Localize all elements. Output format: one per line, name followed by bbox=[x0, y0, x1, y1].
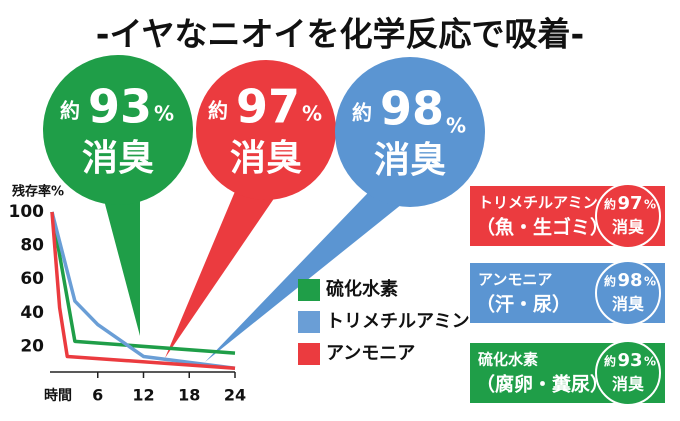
bubble-value: 97 bbox=[236, 80, 300, 134]
y-tick-label: 60 bbox=[20, 269, 44, 289]
y-axis-label: 残存率% bbox=[12, 184, 64, 200]
bubble-text: 消臭 bbox=[374, 140, 446, 181]
y-tick-label: 40 bbox=[20, 303, 44, 323]
card-text: 消臭 bbox=[612, 295, 644, 314]
card-source: （魚・生ゴミ） bbox=[476, 216, 609, 239]
card-text: 消臭 bbox=[612, 218, 644, 237]
card-unit: % bbox=[644, 275, 656, 289]
series-line bbox=[50, 211, 236, 370]
x-tick-label: 12 bbox=[132, 386, 154, 405]
bubble-text: 消臭 bbox=[230, 138, 302, 179]
bubble-prefix: 約 bbox=[352, 101, 372, 125]
card-unit: % bbox=[644, 355, 656, 369]
legend-label: トリメチルアミン bbox=[326, 311, 470, 332]
bubble bbox=[335, 57, 485, 207]
card-source: （腐卵・糞尿） bbox=[476, 373, 609, 396]
card-name: アンモニア bbox=[478, 271, 552, 289]
x-tick-label: 18 bbox=[178, 386, 200, 405]
bubble-value: 98 bbox=[380, 82, 444, 136]
bubble-prefix: 約 bbox=[208, 99, 228, 123]
x-tick-label: 6 bbox=[92, 386, 103, 405]
bubble-unit: % bbox=[446, 114, 466, 138]
bubble-text: 消臭 bbox=[82, 138, 154, 179]
series-line bbox=[50, 211, 236, 355]
card-prefix: 約 bbox=[604, 274, 616, 289]
card-badge bbox=[595, 340, 661, 406]
card-unit: % bbox=[644, 198, 656, 212]
card-text: 消臭 bbox=[612, 375, 644, 394]
bubble-tail bbox=[205, 172, 432, 362]
x-tick-label: 24 bbox=[224, 386, 246, 405]
bubble-value: 93 bbox=[88, 80, 152, 134]
bubble-unit: % bbox=[302, 102, 322, 126]
x-axis-label: 時間 bbox=[44, 387, 72, 404]
y-tick-label: 100 bbox=[9, 202, 45, 222]
card-name: 硫化水素 bbox=[478, 351, 538, 369]
bubble-tail bbox=[165, 170, 288, 358]
bubble bbox=[43, 55, 193, 205]
card-value: 97 bbox=[617, 193, 642, 214]
legend-swatch bbox=[298, 311, 320, 333]
card-badge bbox=[595, 260, 661, 326]
card-prefix: 約 bbox=[604, 197, 616, 212]
card-name: トリメチルアミン bbox=[478, 194, 598, 212]
y-tick-label: 80 bbox=[20, 236, 44, 256]
bubble-prefix: 約 bbox=[60, 99, 80, 123]
legend-swatch bbox=[298, 279, 320, 301]
legend-label: アンモニア bbox=[326, 343, 415, 364]
card-source: （汗・尿） bbox=[476, 293, 571, 316]
legend-label: 硫化水素 bbox=[326, 278, 398, 300]
page-title: -イヤなニオイを化学反応で吸着- bbox=[96, 15, 584, 54]
bubble-tail bbox=[96, 170, 140, 336]
legend-swatch bbox=[298, 343, 320, 365]
bubble bbox=[196, 60, 336, 200]
series-line bbox=[50, 211, 236, 370]
card-value: 98 bbox=[617, 270, 642, 291]
card-badge bbox=[595, 183, 661, 249]
card-value: 93 bbox=[617, 350, 642, 371]
bubble-unit: % bbox=[154, 102, 174, 126]
y-tick-label: 20 bbox=[20, 336, 44, 356]
card-prefix: 約 bbox=[604, 354, 616, 369]
